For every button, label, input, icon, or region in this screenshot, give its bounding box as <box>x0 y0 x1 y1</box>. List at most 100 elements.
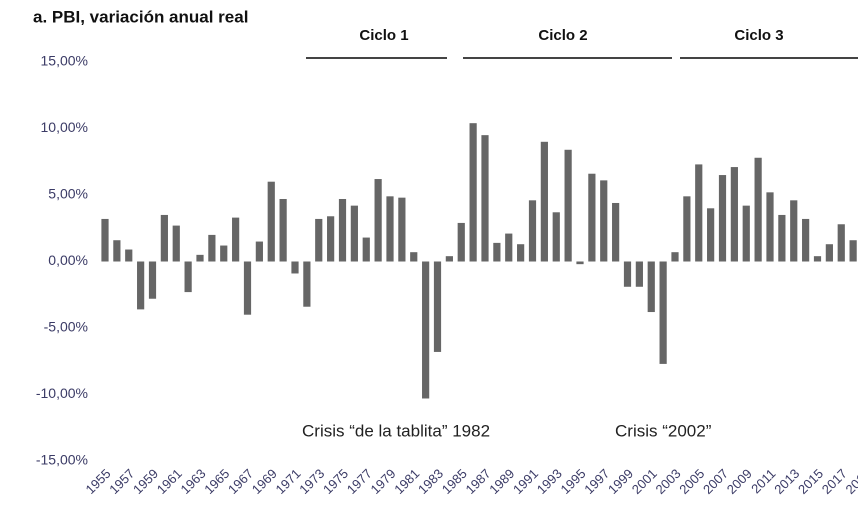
bar <box>137 261 145 310</box>
bar <box>243 261 252 315</box>
x-tick-label: 2009 <box>724 466 755 497</box>
bar <box>232 217 240 262</box>
bar <box>695 164 703 262</box>
bar <box>433 261 442 352</box>
x-tick-label: 1969 <box>249 466 280 497</box>
x-tick-label: 2003 <box>652 466 683 497</box>
bar <box>600 180 608 262</box>
bar <box>730 167 738 262</box>
bar <box>113 240 121 262</box>
x-tick-label: 1973 <box>296 466 327 497</box>
x-tick-label: 1991 <box>510 466 541 497</box>
x-tick-label: 1957 <box>106 466 137 497</box>
y-tick-label: 0,00% <box>48 252 88 268</box>
cycle-label: Ciclo 2 <box>538 27 587 44</box>
y-tick-label: -15,00% <box>36 452 88 468</box>
bar <box>469 123 477 262</box>
bar <box>291 261 299 274</box>
bar <box>445 256 453 262</box>
bar <box>540 141 548 262</box>
bar <box>754 157 762 262</box>
bar <box>588 173 596 262</box>
x-tick-label: 1971 <box>272 466 303 497</box>
x-tick-label: 2015 <box>795 466 826 497</box>
bar <box>825 244 833 262</box>
x-tick-label: 1985 <box>439 466 470 497</box>
y-tick-label: 10,00% <box>41 119 88 135</box>
x-tick-label: 1995 <box>557 466 588 497</box>
bar <box>766 192 774 262</box>
y-tick-label: 5,00% <box>48 186 88 202</box>
bar <box>220 245 228 262</box>
bar <box>849 240 857 262</box>
bar <box>493 242 501 262</box>
bar <box>101 218 109 262</box>
x-tick-label: 1993 <box>534 466 565 497</box>
x-tick-label: 2001 <box>629 466 660 497</box>
bar <box>635 261 643 287</box>
bar <box>802 218 810 262</box>
x-tick-label: 1981 <box>391 466 422 497</box>
x-tick-label: 1977 <box>344 466 375 497</box>
x-tick-label: 1967 <box>225 466 256 497</box>
cycle-label: Ciclo 3 <box>734 27 783 44</box>
bar <box>255 241 263 262</box>
bar <box>303 261 311 307</box>
y-tick-label: -10,00% <box>36 385 88 401</box>
x-tick-label: 1983 <box>415 466 446 497</box>
x-tick-label: 1999 <box>605 466 636 497</box>
bar <box>718 175 727 262</box>
x-tick-label: 1987 <box>462 466 493 497</box>
bar <box>659 261 667 364</box>
bar <box>647 261 655 313</box>
bar <box>410 252 418 262</box>
x-tick-label: 1997 <box>581 466 612 497</box>
bar <box>196 254 204 262</box>
x-tick-label: 2007 <box>700 466 731 497</box>
bar <box>184 261 192 293</box>
annotation: Crisis “de la tablita” 1982 <box>302 421 490 440</box>
bar <box>505 233 513 262</box>
x-tick-label: 1975 <box>320 466 351 497</box>
bar <box>576 261 584 265</box>
x-tick-label: 1963 <box>177 466 208 497</box>
bar <box>172 225 180 262</box>
bar <box>612 202 620 262</box>
x-tick-label: 1979 <box>367 466 398 497</box>
bar <box>623 261 632 287</box>
x-tick-label: 1989 <box>486 466 517 497</box>
chart-title: a. PBI, variación anual real <box>33 7 248 26</box>
bar <box>315 218 323 262</box>
bar <box>422 261 430 399</box>
y-tick-label: 15,00% <box>41 53 88 69</box>
bar <box>517 244 525 262</box>
bar <box>457 222 465 262</box>
x-tick-label: 1959 <box>130 466 161 497</box>
annotation: Crisis “2002” <box>615 421 712 440</box>
bar <box>481 135 489 262</box>
cycle-label: Ciclo 1 <box>359 27 408 44</box>
bar <box>398 197 406 262</box>
bar <box>267 181 275 262</box>
x-tick-label: 2017 <box>819 466 850 497</box>
bar <box>327 216 335 262</box>
bar <box>350 205 358 262</box>
bar <box>362 237 370 262</box>
bar <box>813 256 822 262</box>
bar <box>683 196 691 262</box>
bar <box>528 200 537 262</box>
bar <box>125 249 133 262</box>
bar <box>671 252 679 262</box>
bar <box>374 179 382 262</box>
x-tick-label: 2005 <box>676 466 707 497</box>
bar <box>707 208 715 262</box>
bar <box>742 205 750 262</box>
bar <box>208 234 216 262</box>
bar <box>386 196 394 262</box>
x-tick-label: 1961 <box>154 466 185 497</box>
bar <box>552 212 560 262</box>
x-tick-label: 2013 <box>771 466 802 497</box>
bar <box>790 200 798 262</box>
x-tick-label: 2011 <box>748 466 778 496</box>
